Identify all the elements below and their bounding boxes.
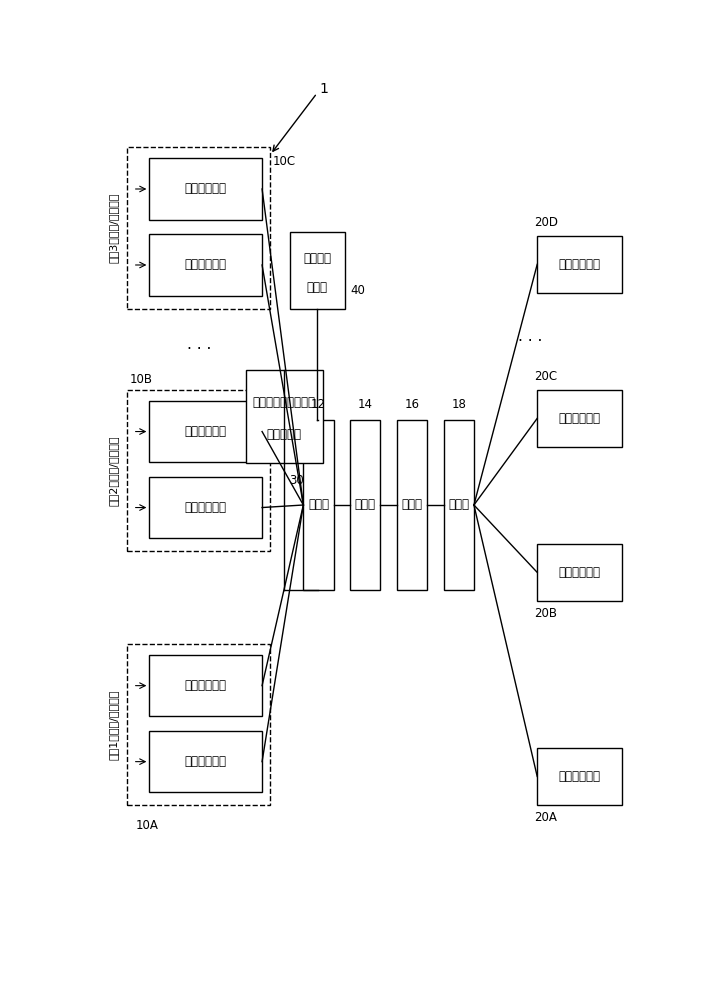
- Text: 路由器: 路由器: [402, 498, 422, 512]
- Text: 路由器: 路由器: [355, 498, 376, 512]
- Text: 服务器: 服务器: [307, 281, 327, 294]
- Bar: [303, 420, 334, 590]
- Text: 1: 1: [320, 82, 329, 96]
- Bar: [127, 147, 271, 309]
- Bar: [149, 731, 262, 792]
- Bar: [246, 370, 322, 463]
- Text: 14: 14: [358, 398, 373, 411]
- Text: 40: 40: [350, 284, 365, 297]
- Text: · · ·: · · ·: [187, 342, 211, 357]
- Text: 第一处理部分: 第一处理部分: [185, 755, 226, 768]
- Text: 20D: 20D: [535, 216, 559, 229]
- Text: 第一处理部分: 第一处理部分: [185, 258, 226, 271]
- Bar: [537, 544, 623, 601]
- Text: 交换机: 交换机: [308, 498, 329, 512]
- Bar: [127, 389, 271, 551]
- Text: 频道3的视频/音频信号: 频道3的视频/音频信号: [109, 193, 119, 263]
- Text: 第一处理部分: 第一处理部分: [185, 501, 226, 514]
- Text: 20C: 20C: [535, 370, 557, 383]
- Text: 信息处理装置: 信息处理装置: [559, 412, 601, 425]
- Bar: [397, 420, 427, 590]
- Text: 交换机: 交换机: [448, 498, 469, 512]
- Bar: [537, 390, 623, 447]
- Text: 第二处理部分: 第二处理部分: [185, 182, 226, 195]
- Text: 频道1的视频/音频信号: 频道1的视频/音频信号: [109, 689, 119, 760]
- Text: 20A: 20A: [535, 811, 557, 824]
- Text: 信息处理装置: 信息处理装置: [559, 566, 601, 579]
- Bar: [127, 644, 271, 805]
- Text: 10A: 10A: [136, 819, 158, 832]
- Text: 20B: 20B: [535, 607, 557, 620]
- Text: 12: 12: [311, 398, 326, 411]
- Text: · · ·: · · ·: [518, 334, 542, 349]
- Bar: [537, 235, 623, 293]
- Bar: [350, 420, 381, 590]
- Text: 30: 30: [290, 474, 305, 487]
- Text: 信息处理装置: 信息处理装置: [559, 258, 601, 271]
- Bar: [149, 234, 262, 296]
- Bar: [537, 748, 623, 805]
- Text: 计划发布时间点信息: 计划发布时间点信息: [253, 396, 315, 409]
- Text: 信息处理装置: 信息处理装置: [559, 770, 601, 783]
- Text: 10B: 10B: [130, 373, 153, 386]
- Bar: [149, 655, 262, 716]
- Text: 传输服务器: 传输服务器: [266, 428, 302, 441]
- Text: 16: 16: [405, 398, 420, 411]
- Bar: [290, 232, 344, 309]
- Bar: [149, 401, 262, 462]
- Text: 频道2的视频/音频信号: 频道2的视频/音频信号: [109, 435, 119, 506]
- Text: 第二处理部分: 第二处理部分: [185, 679, 226, 692]
- Text: 第二处理部分: 第二处理部分: [185, 425, 226, 438]
- Bar: [149, 477, 262, 538]
- Bar: [149, 158, 262, 220]
- Text: 18: 18: [452, 398, 466, 411]
- Text: 10C: 10C: [273, 155, 296, 168]
- Text: 参考时钟: 参考时钟: [303, 252, 331, 265]
- Bar: [444, 420, 474, 590]
